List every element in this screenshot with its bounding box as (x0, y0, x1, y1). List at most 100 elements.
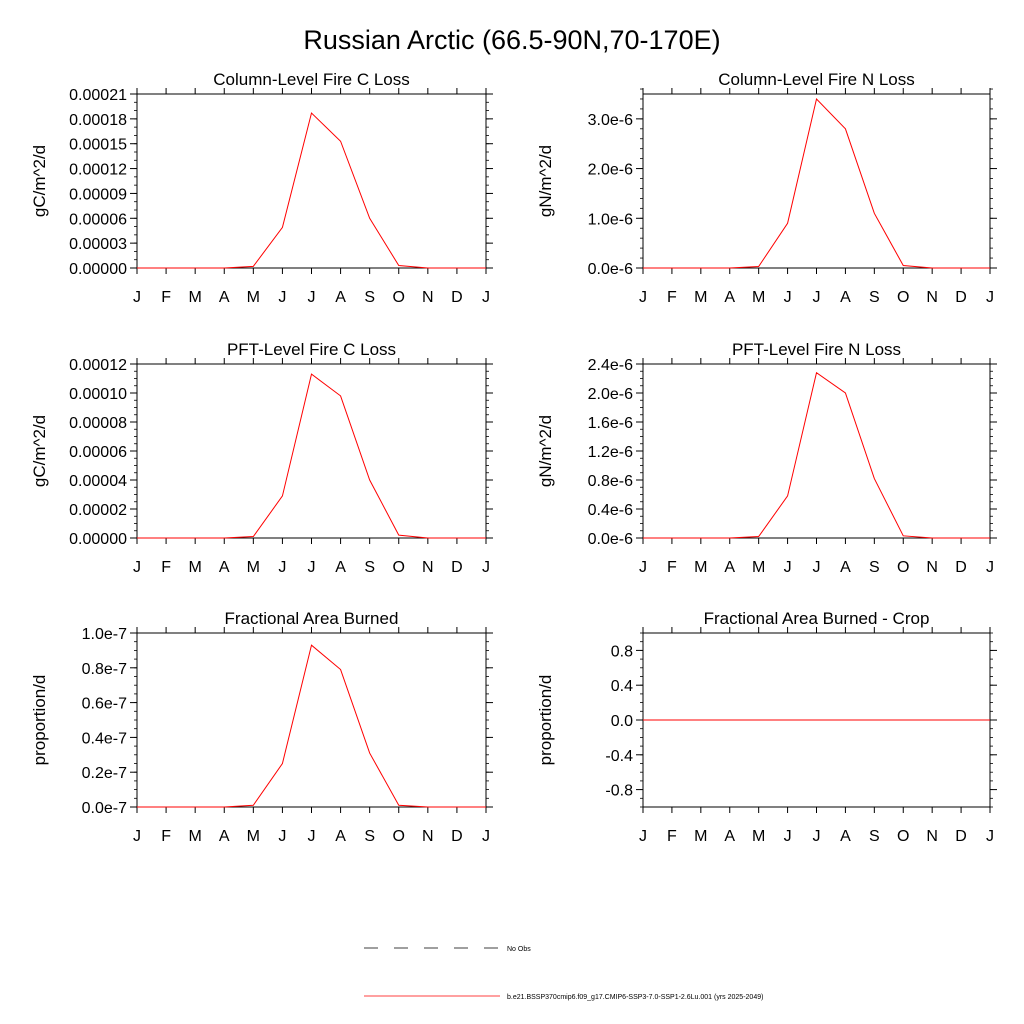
x-tick-label: A (840, 289, 851, 306)
x-tick-label: J (278, 559, 286, 576)
x-tick-label: S (364, 828, 375, 845)
y-tick-label: 0.0e-6 (588, 261, 633, 278)
y-tick-label: 0.4e-6 (588, 502, 633, 519)
y-tick-label: 0.4 (611, 678, 633, 695)
y-tick-label: 0.8e-6 (588, 473, 633, 490)
x-tick-label: M (189, 828, 202, 845)
y-tick-label: 0.00012 (69, 357, 127, 374)
y-tick-label: -0.8 (605, 783, 633, 800)
y-tick-label: 2.0e-6 (588, 386, 633, 403)
x-tick-label: J (308, 559, 316, 576)
y-axis-label: gC/m^2/d (30, 415, 49, 487)
x-tick-label: J (482, 559, 490, 576)
x-tick-label: J (813, 289, 821, 306)
x-tick-label: A (724, 559, 735, 576)
y-tick-label: 1.0e-6 (588, 211, 633, 228)
plot-frame (136, 632, 487, 808)
figure-title: Russian Arctic (66.5-90N,70-170E) (303, 25, 720, 55)
panel-title: Column-Level Fire N Loss (718, 70, 915, 89)
x-tick-label: J (813, 559, 821, 576)
x-tick-label: F (667, 559, 677, 576)
x-tick-label: J (986, 559, 994, 576)
x-tick-label: A (724, 828, 735, 845)
chart-panel-5: Fractional Area Burned proportion/d J F M A M J… (30, 609, 493, 845)
x-tick-label: D (451, 289, 463, 306)
legend: No Obs b.e21.BSSP370cmip6.f09_g17.CMIP6-… (364, 946, 763, 1001)
x-tick-label: S (364, 289, 375, 306)
y-tick-label: 2.4e-6 (588, 357, 633, 374)
y-tick-label: 0.4e-7 (82, 730, 127, 747)
x-tick-label: O (897, 289, 909, 306)
x-tick-label: J (278, 828, 286, 845)
x-tick-label: M (752, 289, 765, 306)
x-tick-label: F (667, 828, 677, 845)
y-axis-label: proportion/d (536, 675, 555, 766)
y-axis-label: gN/m^2/d (536, 415, 555, 487)
y-tick-label: 0.00004 (69, 473, 127, 490)
y-tick-label: 0.00000 (69, 261, 127, 278)
x-tick-label: J (133, 559, 141, 576)
x-tick-label: N (422, 289, 434, 306)
y-tick-label: 3.0e-6 (588, 112, 633, 129)
x-tick-label: J (784, 289, 792, 306)
y-tick-label: 0.00008 (69, 415, 127, 432)
x-tick-label: J (639, 559, 647, 576)
x-tick-label: F (161, 828, 171, 845)
x-tick-label: M (752, 559, 765, 576)
y-tick-label: 0.8e-7 (82, 661, 127, 678)
x-tick-label: N (926, 289, 938, 306)
x-tick-label: N (926, 559, 938, 576)
x-tick-label: A (724, 289, 735, 306)
y-tick-label: 2.0e-6 (588, 162, 633, 179)
x-tick-label: O (897, 828, 909, 845)
x-tick-label: A (335, 559, 346, 576)
x-tick-label: M (189, 559, 202, 576)
plot-frame (136, 93, 487, 269)
x-tick-label: F (161, 289, 171, 306)
y-tick-label: 0.8 (611, 643, 633, 660)
x-tick-label: N (422, 559, 434, 576)
x-tick-label: O (393, 828, 405, 845)
y-axis-label: gN/m^2/d (536, 145, 555, 217)
y-tick-label: 1.6e-6 (588, 415, 633, 432)
x-tick-label: J (986, 289, 994, 306)
x-tick-label: M (189, 289, 202, 306)
x-tick-label: M (247, 289, 260, 306)
x-tick-label: N (926, 828, 938, 845)
x-tick-label: O (393, 289, 405, 306)
series-line (643, 371, 990, 539)
x-tick-label: N (422, 828, 434, 845)
y-tick-label: 0.00009 (69, 186, 127, 203)
y-tick-label: 0.00015 (69, 137, 127, 154)
x-tick-label: M (247, 828, 260, 845)
panel-title: Fractional Area Burned (225, 609, 399, 628)
chart-panel-6: Fractional Area Burned - Crop proportion/… (536, 609, 997, 845)
x-tick-label: J (986, 828, 994, 845)
x-tick-label: F (667, 289, 677, 306)
y-tick-label: 0.00010 (69, 386, 127, 403)
x-tick-label: M (694, 828, 707, 845)
x-tick-label: O (897, 559, 909, 576)
y-tick-label: 0.0 (611, 713, 633, 730)
y-tick-label: 0.0e-7 (82, 800, 127, 817)
legend-obs-label: No Obs (507, 946, 531, 953)
x-tick-label: S (869, 559, 880, 576)
plot-frame (136, 363, 487, 539)
y-tick-label: 0.2e-7 (82, 765, 127, 782)
x-tick-label: J (133, 828, 141, 845)
x-tick-label: J (784, 559, 792, 576)
y-tick-label: 1.0e-7 (82, 626, 127, 643)
y-tick-label: 0.00000 (69, 531, 127, 548)
panel-title: Fractional Area Burned - Crop (704, 609, 930, 628)
x-tick-label: A (219, 559, 230, 576)
x-tick-label: D (451, 828, 463, 845)
x-tick-label: A (840, 828, 851, 845)
y-axis-label: proportion/d (30, 675, 49, 766)
x-tick-label: J (278, 289, 286, 306)
x-tick-label: D (955, 289, 967, 306)
x-tick-label: A (335, 828, 346, 845)
y-tick-label: 0.00021 (69, 87, 127, 104)
